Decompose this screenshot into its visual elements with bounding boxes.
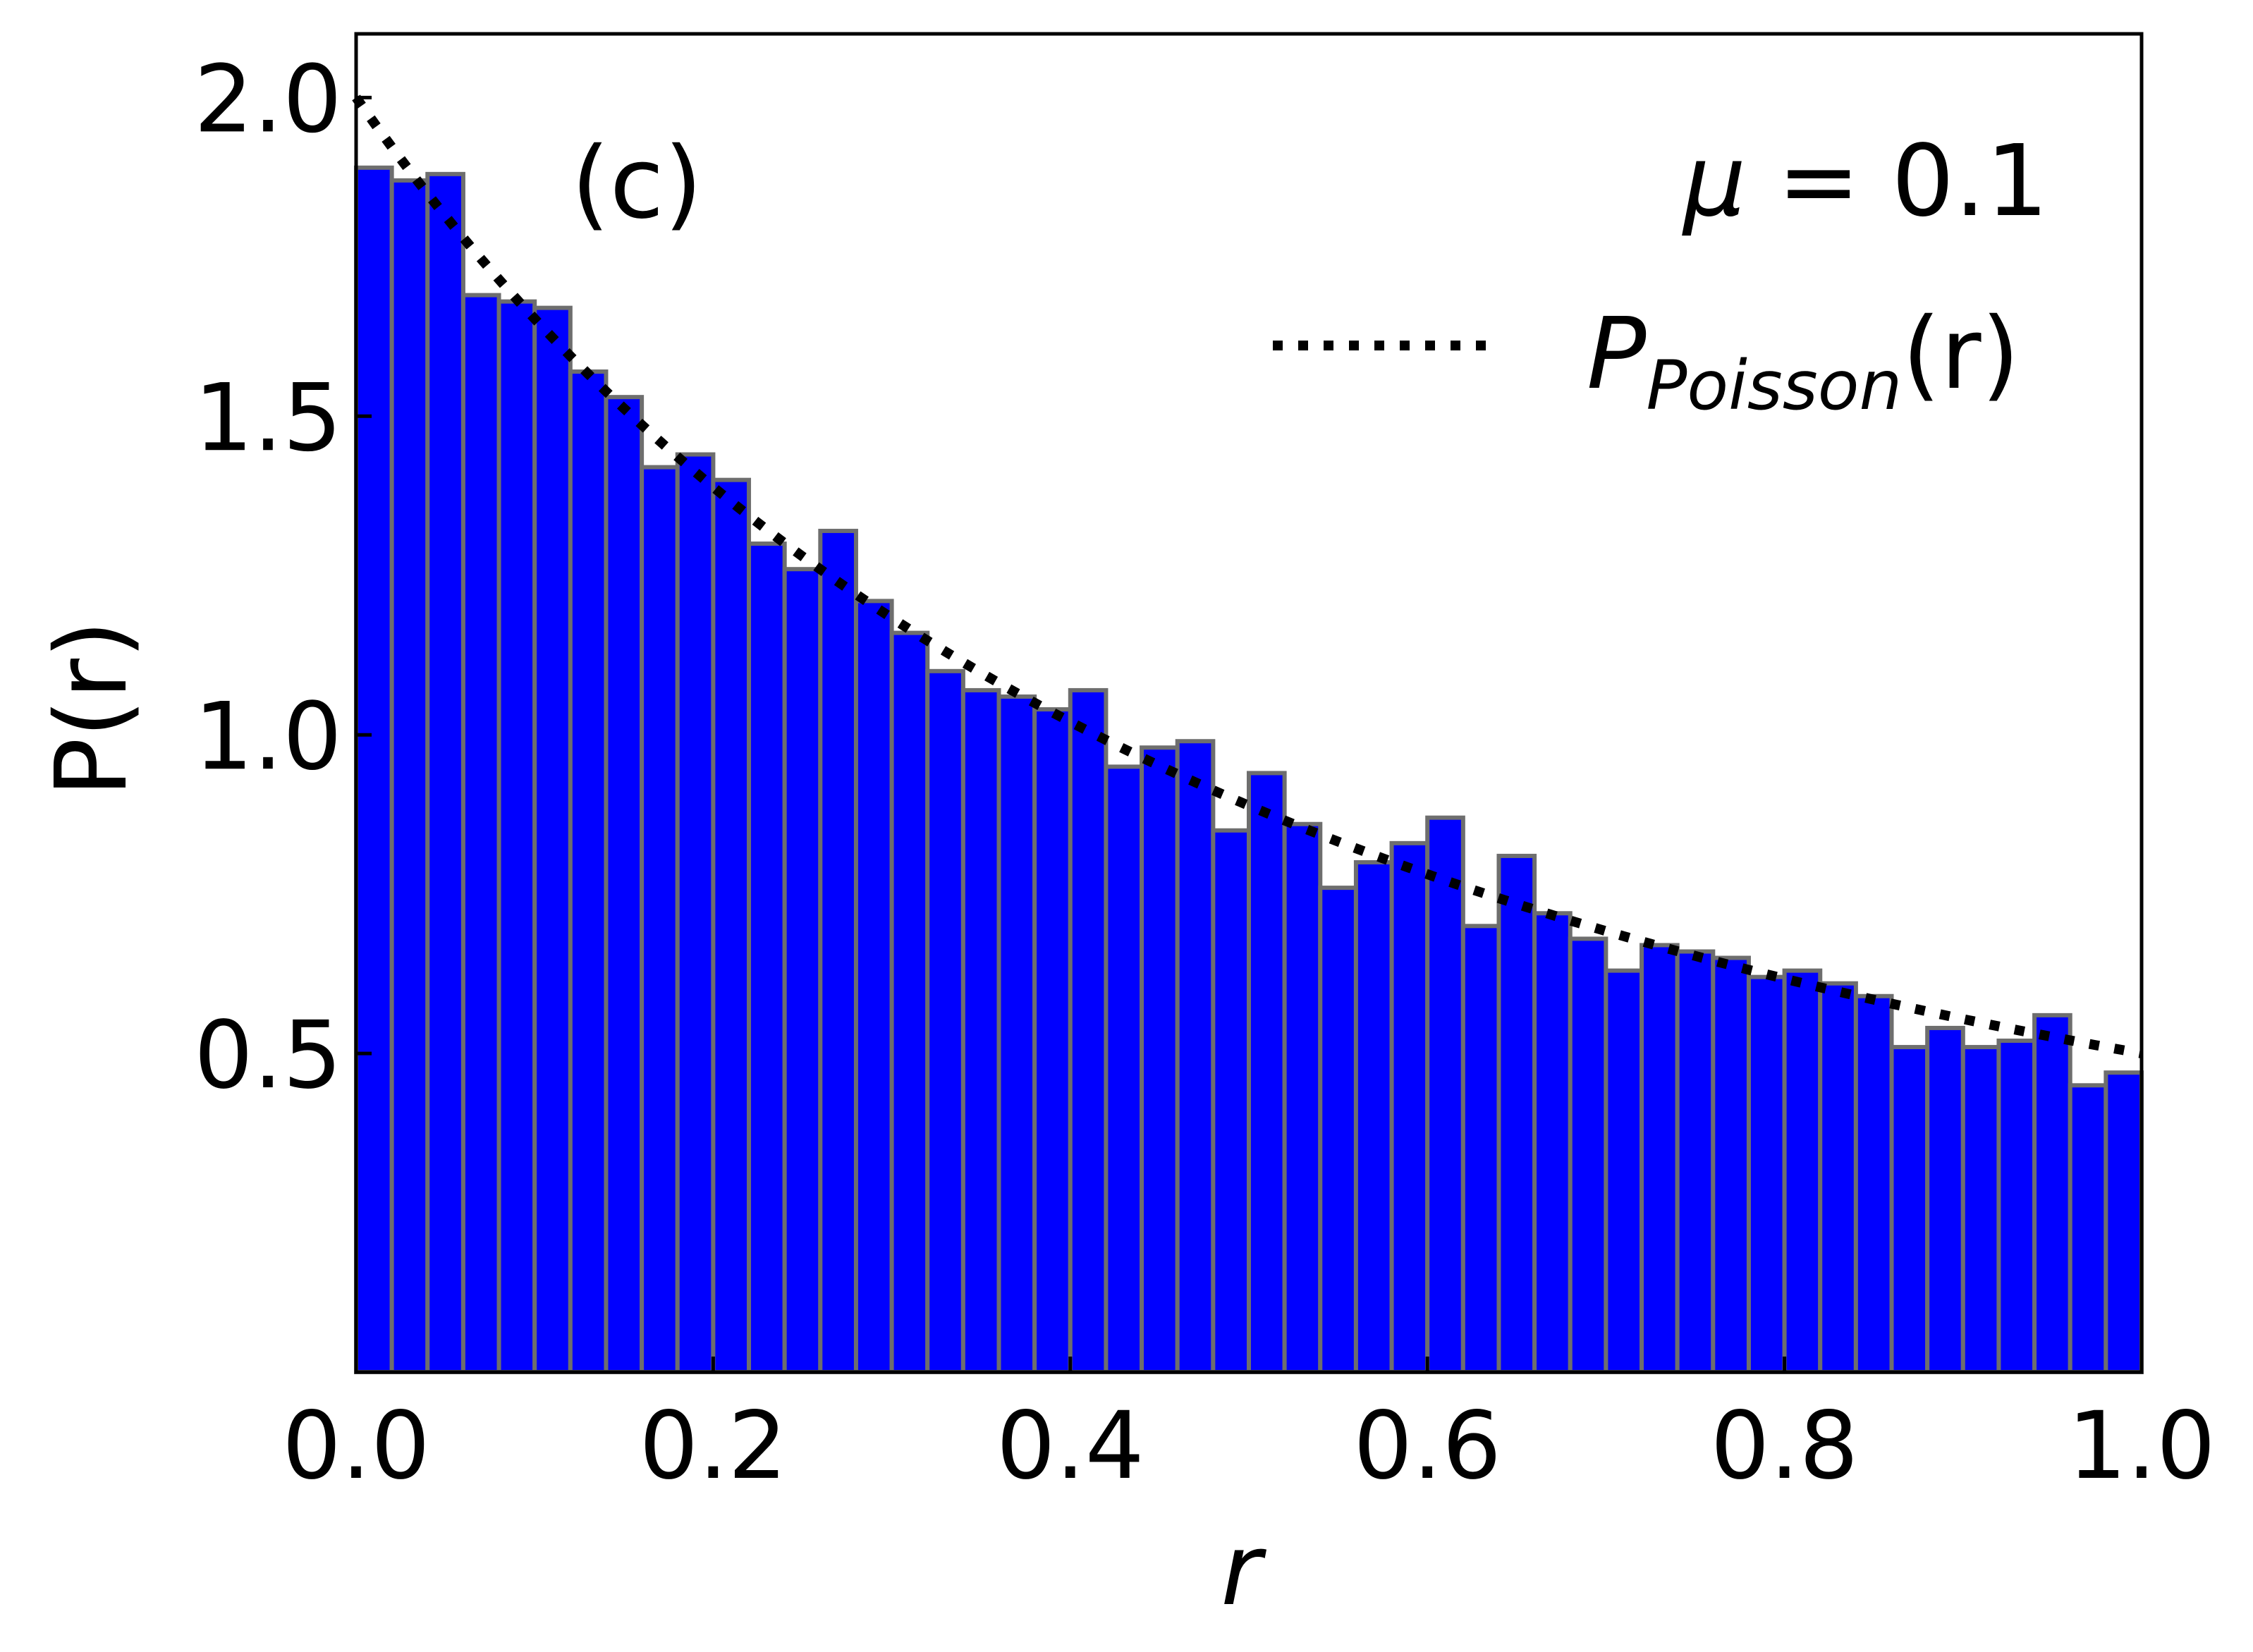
histogram-bar xyxy=(604,395,645,1375)
y-axis-label-text: P(r) xyxy=(35,620,149,797)
y-ticks: 0.5 1.0 1.5 2.0 xyxy=(194,45,372,1110)
histogram-bar xyxy=(532,305,573,1375)
histogram-bar xyxy=(1496,853,1537,1374)
histogram-bar xyxy=(2032,1012,2072,1375)
histogram-bars xyxy=(354,165,2144,1375)
histogram-bar xyxy=(1425,815,1465,1374)
histogram-bar xyxy=(1675,949,1716,1374)
histogram-bar xyxy=(1032,707,1073,1374)
mu-annotation: μ = 0.1 xyxy=(1682,124,2049,239)
histogram-bar xyxy=(1604,968,1644,1374)
histogram-bar xyxy=(853,599,894,1374)
histogram-bar xyxy=(1247,771,1287,1374)
histogram-bar xyxy=(1532,911,1573,1375)
histogram-bar xyxy=(1389,840,1430,1375)
panel-label: (c) xyxy=(571,126,702,241)
histogram-bar xyxy=(425,171,465,1374)
histogram-bar xyxy=(496,299,537,1375)
histogram-bar xyxy=(1068,687,1109,1374)
histogram-bar xyxy=(1140,745,1180,1375)
x-tick-label: 0.4 xyxy=(996,1392,1144,1500)
histogram-bar xyxy=(1460,924,1501,1375)
histogram-bar xyxy=(354,165,394,1374)
histogram-bar xyxy=(818,528,858,1374)
histogram-bar xyxy=(1960,1045,2001,1374)
legend: PPoisson(r) xyxy=(1273,297,2020,425)
histogram-bar xyxy=(711,477,752,1375)
histogram-bar xyxy=(1746,974,1787,1374)
histogram-bar xyxy=(1711,955,1751,1374)
histogram-bar xyxy=(1318,886,1358,1374)
histogram-bar xyxy=(889,630,930,1374)
histogram-bar xyxy=(1568,936,1608,1374)
histogram-bar xyxy=(1782,968,1823,1374)
y-axis-label: P(r) xyxy=(35,620,149,797)
x-tick-label: 1.0 xyxy=(2068,1392,2216,1500)
histogram-bar xyxy=(568,369,609,1374)
y-tick-label: 0.5 xyxy=(194,1001,342,1110)
histogram-bar xyxy=(1925,1025,1965,1374)
histogram-bar xyxy=(747,542,787,1374)
plot-frame xyxy=(354,32,2144,1374)
x-tick-label: 0.0 xyxy=(282,1392,430,1500)
legend-p: P xyxy=(1587,297,1647,412)
histogram-bar xyxy=(1818,981,1858,1374)
x-axis-label: r xyxy=(1221,1513,1266,1628)
histogram-bar xyxy=(675,452,716,1374)
x-tick-label: 0.2 xyxy=(639,1392,787,1500)
histogram-bar xyxy=(1282,821,1323,1374)
histogram-bar xyxy=(1853,993,1894,1375)
x-tick-label: 0.8 xyxy=(1711,1392,1859,1500)
histogram-bar xyxy=(1104,764,1144,1374)
mu-value: 0.1 xyxy=(1891,124,2049,239)
legend-entry-poisson: PPoisson(r) xyxy=(1587,297,2020,425)
histogram-bar xyxy=(1175,739,1216,1374)
histogram-bar xyxy=(389,178,430,1374)
y-tick-label: 1.0 xyxy=(194,683,342,791)
legend-subscript: Poisson xyxy=(1646,346,1902,425)
histogram-bar xyxy=(1996,1039,2037,1374)
histogram-bar xyxy=(1640,943,1680,1374)
poisson-curve xyxy=(352,94,2143,1058)
x-tick-label: 0.6 xyxy=(1353,1392,1501,1500)
histogram-bar xyxy=(960,687,1001,1374)
histogram-bar xyxy=(2104,1070,2144,1374)
histogram-bar xyxy=(925,668,965,1374)
histogram-bar xyxy=(2068,1083,2108,1375)
mu-prefix: μ = xyxy=(1682,124,1891,239)
histogram-bar xyxy=(1211,828,1251,1375)
histogram-bar xyxy=(782,567,823,1375)
histogram-bar xyxy=(1889,1045,1930,1374)
histogram-bar xyxy=(996,694,1037,1374)
x-ticks: 0.0 0.2 0.4 0.6 0.8 1.0 xyxy=(282,1357,2216,1500)
y-tick-label: 2.0 xyxy=(194,45,342,154)
legend-arg: (r) xyxy=(1902,297,2020,412)
histogram-bar xyxy=(1353,859,1394,1374)
histogram-bar xyxy=(640,465,680,1374)
histogram-bar xyxy=(460,293,501,1374)
y-tick-label: 1.5 xyxy=(194,364,342,472)
